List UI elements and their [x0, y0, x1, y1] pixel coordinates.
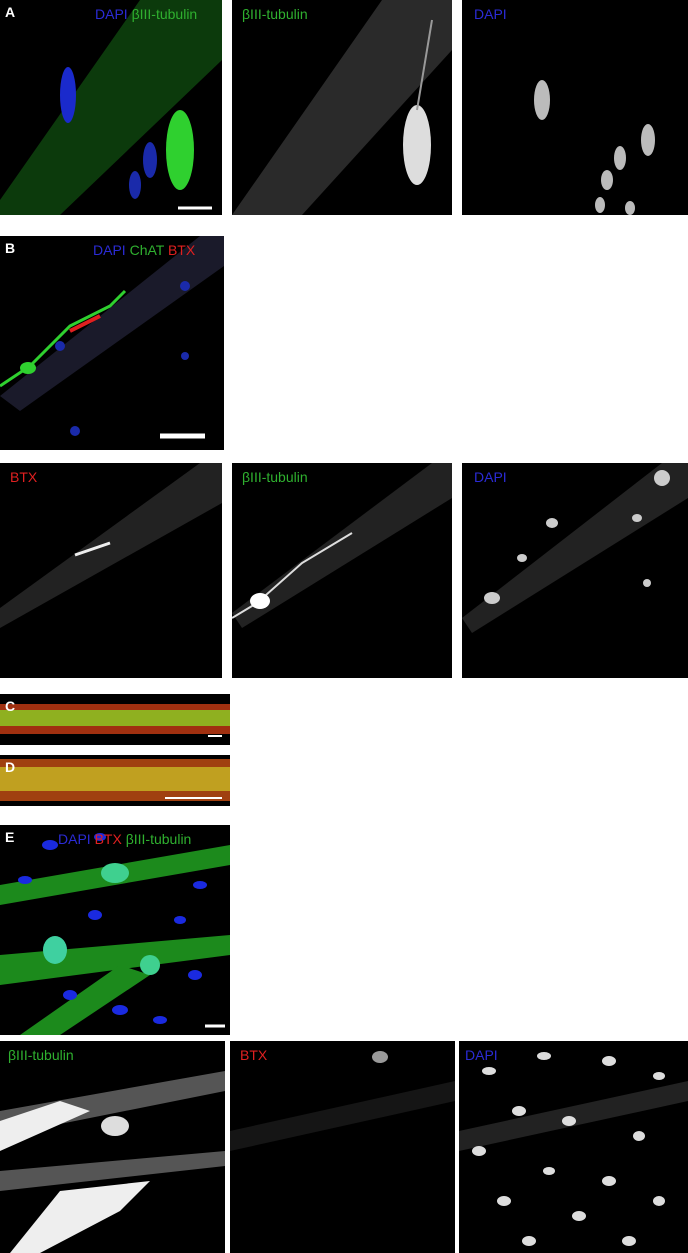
micrograph: BTX [230, 1041, 455, 1253]
panel-letter: E [5, 829, 15, 845]
stain-label: DAPI [95, 6, 128, 22]
stain-label: βIII-tubulin [242, 6, 308, 22]
panel-letter: C [5, 698, 16, 714]
panel-letter: A [5, 4, 16, 20]
stain-label: DAPI [58, 831, 91, 847]
micrograph: DAPI [459, 1041, 688, 1253]
micrograph: βIII-tubulin [232, 0, 452, 215]
micrograph: D [0, 755, 230, 806]
stain-label: ChAT [129, 242, 165, 258]
panel-letter: B [5, 240, 16, 256]
micrograph: βIII-tubulin [232, 463, 452, 678]
stain-label: BTX [167, 242, 196, 258]
stain-label: βIII-tubulin [8, 1047, 74, 1063]
stain-label: BTX [240, 1047, 268, 1063]
stain-label: βIII-tubulin [131, 6, 198, 22]
micrograph: C [0, 694, 230, 745]
micrograph: A DAPI βIII-tubulin [0, 0, 222, 215]
micrograph: BTX [0, 463, 222, 678]
stain-label: DAPI [93, 242, 126, 258]
stain-label: βIII-tubulin [125, 831, 192, 847]
stain-label: βIII-tubulin [242, 469, 308, 485]
micrograph: E DAPI BTX βIII-tubulin [0, 825, 230, 1035]
micrograph: B DAPI ChAT BTX [0, 236, 224, 450]
stain-label: DAPI [474, 469, 507, 485]
panel-letter: D [5, 759, 16, 775]
stain-label: BTX [10, 469, 38, 485]
micrograph: βIII-tubulin [0, 1041, 225, 1253]
micrograph: DAPI [462, 0, 688, 215]
micrograph: DAPI [462, 463, 688, 678]
stain-label: DAPI [474, 6, 507, 22]
stain-label: BTX [94, 831, 122, 847]
stain-label: DAPI [465, 1047, 498, 1063]
